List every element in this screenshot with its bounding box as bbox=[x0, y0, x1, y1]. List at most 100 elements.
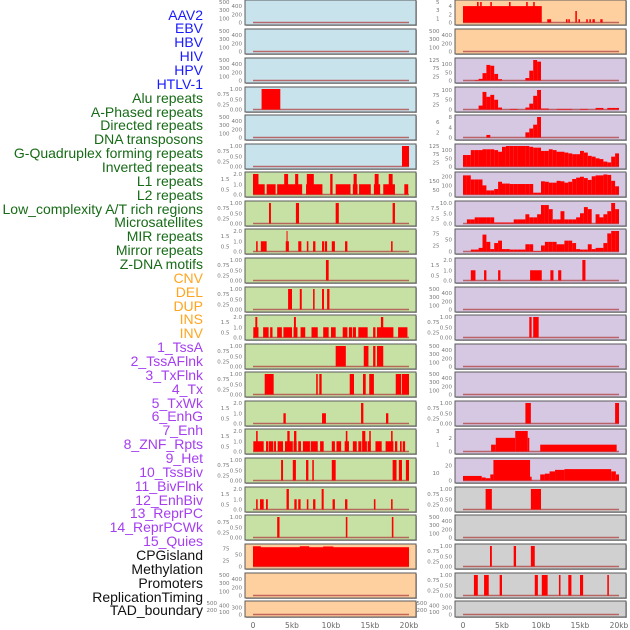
x-tick-label: 20kb bbox=[400, 621, 419, 630]
data-bar bbox=[482, 234, 487, 252]
y-tick-label: 0 bbox=[239, 136, 243, 142]
data-bar bbox=[277, 441, 284, 452]
data-bar bbox=[498, 107, 502, 110]
data-bar bbox=[556, 244, 561, 252]
panel-background bbox=[454, 314, 627, 341]
track-label: HPV bbox=[174, 61, 203, 78]
y-tick-label: 500 bbox=[207, 601, 218, 607]
track-label: Promoters bbox=[138, 574, 203, 591]
y-tick-label: 100 bbox=[219, 610, 230, 616]
track-label: INS bbox=[179, 311, 203, 328]
y-tick-label: 5.0 bbox=[443, 211, 452, 217]
data-bar bbox=[401, 374, 409, 395]
y-tick-label: 0.75 bbox=[217, 92, 230, 98]
data-bar bbox=[583, 249, 588, 252]
y-tick-label: 0.00 bbox=[230, 365, 243, 371]
y-tick-label: 200 bbox=[232, 70, 243, 76]
data-bar bbox=[391, 431, 393, 452]
data-bar bbox=[576, 154, 580, 167]
data-bar bbox=[558, 575, 561, 596]
y-tick-label: 0.25 bbox=[217, 302, 230, 308]
data-bar bbox=[502, 222, 506, 224]
data-bar bbox=[556, 151, 561, 167]
data-bar bbox=[486, 217, 491, 224]
panel-background bbox=[454, 600, 627, 618]
data-bar bbox=[499, 575, 502, 596]
y-tick-label: 400 bbox=[232, 119, 243, 125]
y-tick-label: 200 bbox=[442, 356, 453, 362]
data-bar bbox=[568, 240, 573, 252]
y-tick-label: 0.25 bbox=[427, 502, 440, 508]
data-bar bbox=[564, 152, 569, 167]
data-bar bbox=[298, 499, 301, 510]
y-tick-label: 400 bbox=[232, 577, 243, 583]
y-tick-label: 0.50 bbox=[230, 268, 243, 274]
y-tick-label: 400 bbox=[442, 348, 453, 354]
y-tick-label: 400 bbox=[429, 603, 440, 609]
data-bar bbox=[490, 190, 495, 195]
data-bar bbox=[595, 247, 600, 252]
data-bar bbox=[607, 233, 612, 252]
data-bar bbox=[580, 213, 584, 224]
panel-background bbox=[454, 514, 627, 541]
data-bar bbox=[607, 575, 609, 596]
panel-background bbox=[244, 286, 417, 313]
y-tick-label: 25 bbox=[433, 160, 440, 166]
data-bar bbox=[530, 546, 535, 567]
y-tick-label: 0.5 bbox=[431, 273, 440, 279]
track-label: HIV bbox=[179, 48, 203, 65]
data-bar bbox=[256, 431, 258, 452]
data-bar bbox=[283, 413, 286, 424]
y-tick-label: 0.5 bbox=[221, 187, 230, 193]
y-tick-label: 10.0 bbox=[440, 201, 453, 207]
data-bar bbox=[335, 346, 346, 367]
track-label: 6_EnhG bbox=[151, 408, 203, 425]
data-bar bbox=[544, 241, 549, 252]
data-bar bbox=[533, 2, 535, 23]
data-bar bbox=[611, 107, 616, 110]
data-bar bbox=[489, 546, 492, 567]
y-tick-label: 0 bbox=[449, 136, 453, 142]
y-tick-label: 200 bbox=[232, 41, 243, 47]
data-bar bbox=[529, 244, 534, 252]
y-tick-label: 300 bbox=[429, 352, 440, 358]
data-bar bbox=[509, 184, 514, 195]
data-bar bbox=[525, 146, 530, 167]
data-bar bbox=[331, 460, 336, 481]
y-tick-label: 0 bbox=[239, 565, 243, 571]
data-bar bbox=[599, 107, 604, 110]
data-bar bbox=[253, 441, 264, 452]
y-tick-label: 75 bbox=[223, 546, 230, 552]
data-bar bbox=[527, 437, 530, 452]
data-bar bbox=[331, 327, 336, 338]
data-bar bbox=[345, 241, 348, 252]
track-label: Directed repeats bbox=[100, 117, 203, 134]
data-bar bbox=[323, 546, 334, 567]
data-bar bbox=[576, 217, 580, 224]
data-bar bbox=[322, 241, 324, 252]
y-tick-label: 500 bbox=[219, 573, 230, 579]
data-bar bbox=[288, 289, 292, 310]
data-bar bbox=[478, 217, 483, 224]
data-bar bbox=[513, 249, 518, 252]
y-tick-label: 8 bbox=[449, 115, 453, 121]
data-bar bbox=[556, 219, 561, 224]
data-bar bbox=[560, 244, 565, 252]
y-tick-label: 300 bbox=[429, 295, 440, 301]
y-tick-label: 0.50 bbox=[230, 468, 243, 474]
panel-background bbox=[244, 228, 417, 255]
data-bar bbox=[362, 431, 366, 452]
track-label: 11_BivFlnk bbox=[134, 477, 203, 494]
panel-background bbox=[244, 257, 417, 284]
data-bar bbox=[385, 441, 394, 452]
data-bar bbox=[552, 150, 557, 167]
y-tick-label: 2 bbox=[449, 12, 453, 18]
data-bar bbox=[477, 2, 479, 23]
data-bar bbox=[560, 211, 565, 224]
y-tick-label: 0.75 bbox=[427, 549, 440, 555]
data-bar bbox=[502, 146, 506, 167]
data-bar bbox=[517, 184, 522, 195]
data-bar bbox=[587, 179, 592, 195]
data-bar bbox=[587, 244, 592, 252]
data-bar bbox=[513, 219, 518, 224]
